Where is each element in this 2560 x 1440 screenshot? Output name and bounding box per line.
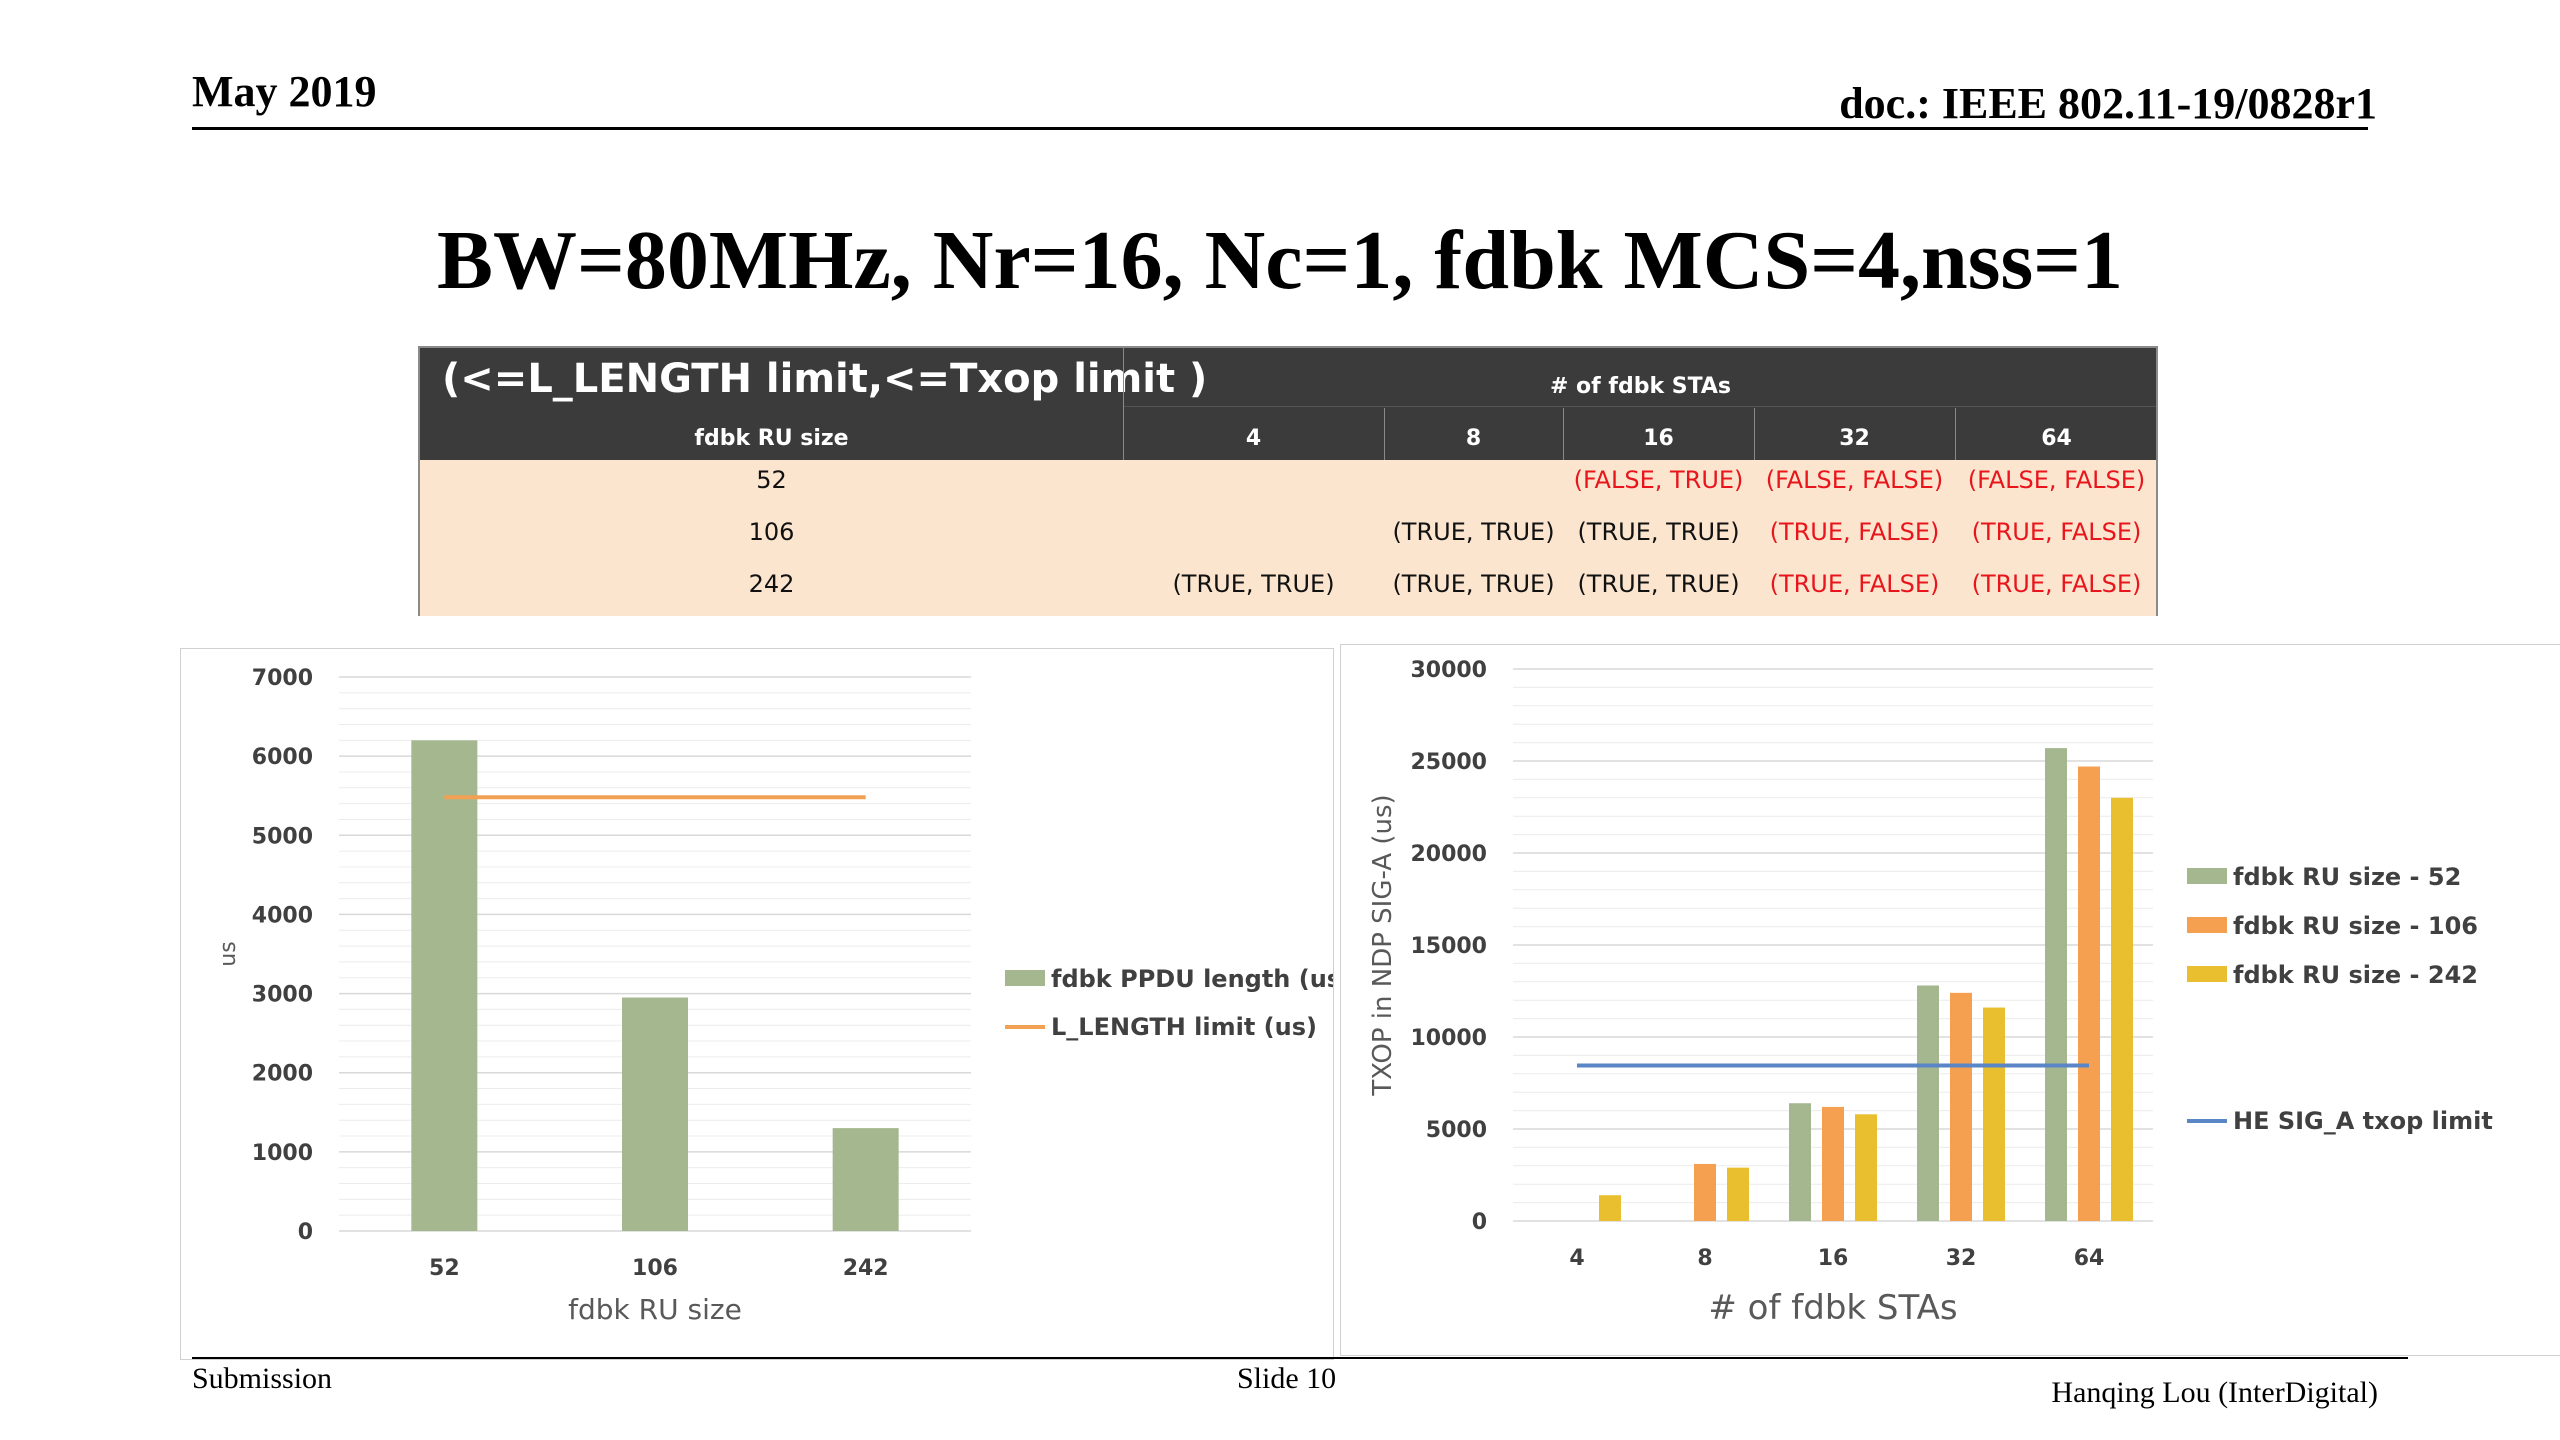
legend-label: fdbk RU size - 52 — [2233, 863, 2461, 891]
bar — [2111, 797, 2133, 1221]
chart-txop: 0 5000 10000 15000 20000 25000 30000 4 8 16 32 64 # … — [1340, 644, 2560, 1356]
table-cell: (TRUE, TRUE) — [1577, 570, 1740, 598]
footer-slide-number: Slide 10 — [1237, 1362, 1337, 1395]
legend-label: L_LENGTH limit (us) — [1051, 1013, 1317, 1041]
group-header: # of fdbk STAs — [1549, 374, 1732, 399]
legend-label: fdbk PPDU length (us) — [1051, 965, 1333, 993]
y-tick-label: 15000 — [1410, 934, 1487, 959]
table-body: 52 (FALSE, TRUE) (FALSE, FALSE) (FALSE, FAL… — [420, 460, 2156, 616]
bar — [411, 740, 478, 1231]
x-tick-label: 64 — [2074, 1246, 2105, 1271]
table-cell: (TRUE, TRUE) — [1577, 518, 1740, 546]
x-tick-label: 8 — [1697, 1246, 1712, 1271]
x-tick-label: 242 — [843, 1256, 889, 1281]
footer-submission: Submission — [192, 1362, 333, 1395]
bar — [1822, 1106, 1844, 1221]
y-tick-label: 4000 — [252, 903, 313, 928]
x-axis-title: fdbk RU size — [568, 1293, 742, 1326]
y-tick-label: 2000 — [252, 1062, 313, 1087]
bar — [1855, 1114, 1877, 1221]
y-tick-label: 25000 — [1410, 750, 1487, 775]
legend-swatch — [1005, 970, 1045, 986]
legend-label: fdbk RU size - 106 — [2233, 912, 2478, 940]
legend-label: fdbk RU size - 242 — [2233, 961, 2478, 989]
y-axis-title: TXOP in NDP SIG-A (us) — [1368, 794, 1398, 1096]
header-rule — [192, 127, 2368, 130]
footer-author: Hanqing Lou (InterDigital) — [2051, 1376, 2378, 1409]
x-tick-label: 16 — [1818, 1246, 1849, 1271]
table-cell: (FALSE, TRUE) — [1573, 466, 1744, 494]
col-header: 4 — [1245, 426, 1262, 451]
x-tick-label: 52 — [429, 1256, 460, 1281]
y-tick-label: 10000 — [1410, 1026, 1487, 1051]
slide-title: BW=80MHz, Nr=16, Nc=1, fdbk MCS=4,nss=1 — [436, 214, 2124, 307]
col-header: 32 — [1839, 426, 1870, 451]
legend-swatch — [2187, 917, 2227, 933]
chart2-svg: 0 5000 10000 15000 20000 25000 30000 4 8 16 32 64 # … — [1368, 658, 2493, 1328]
col-header: 8 — [1465, 426, 1482, 451]
table-cell: (FALSE, FALSE) — [1967, 466, 2146, 494]
table-cell: (TRUE, FALSE) — [1769, 570, 1940, 598]
bar — [832, 1128, 899, 1231]
y-tick-label: 5000 — [252, 824, 313, 849]
chart1-svg: 0 1000 2000 3000 4000 5000 6000 7000 52 106 242 fdb… — [216, 666, 1352, 1326]
x-tick-label: 32 — [1946, 1246, 1977, 1271]
results-table: (<=L_LENGTH limit,<=Txop limit ) # of fd… — [418, 346, 2158, 616]
legend-swatch — [2187, 966, 2227, 982]
row-header: fdbk RU size — [694, 426, 849, 451]
table-cell: (TRUE, TRUE) — [1392, 570, 1555, 598]
col-header: 64 — [2041, 426, 2072, 451]
table-row-ru-size: 242 — [748, 570, 795, 598]
bar — [2078, 766, 2100, 1221]
table-row-ru-size: 52 — [756, 466, 787, 494]
legend-label: HE SIG_A txop limit — [2233, 1107, 2493, 1135]
bar — [1983, 1007, 2005, 1221]
y-tick-label: 0 — [1472, 1210, 1487, 1235]
table-header: (<=L_LENGTH limit,<=Txop limit ) # of fd… — [420, 348, 2156, 460]
table-cell: (TRUE, FALSE) — [1971, 570, 2142, 598]
y-tick-label: 20000 — [1410, 842, 1487, 867]
header-date: May 2019 — [192, 67, 377, 116]
chart-ppdu-length: 0 1000 2000 3000 4000 5000 6000 7000 52 106 242 fdb… — [180, 648, 1352, 1360]
bar — [1599, 1195, 1621, 1221]
bar — [622, 997, 688, 1231]
table-cell: (TRUE, TRUE) — [1392, 518, 1555, 546]
x-tick-label: 106 — [632, 1256, 678, 1281]
table-row-ru-size: 106 — [748, 518, 795, 546]
table-cell: (TRUE, FALSE) — [1971, 518, 2142, 546]
table-cell: (FALSE, FALSE) — [1765, 466, 1944, 494]
y-tick-label: 30000 — [1410, 658, 1487, 683]
legend-swatch — [2187, 868, 2227, 884]
table-cell: (TRUE, TRUE) — [1172, 570, 1335, 598]
bar — [1694, 1163, 1716, 1221]
bar — [1727, 1167, 1749, 1221]
y-tick-label: 6000 — [252, 745, 313, 770]
y-tick-label: 3000 — [252, 983, 313, 1008]
y-axis-title: us — [216, 941, 241, 966]
x-tick-label: 4 — [1569, 1246, 1584, 1271]
y-tick-label: 5000 — [1426, 1118, 1487, 1143]
x-axis-title: # of fdbk STAs — [1708, 1288, 1957, 1328]
y-tick-label: 1000 — [252, 1141, 313, 1166]
table-caption: (<=L_LENGTH limit,<=Txop limit ) — [442, 356, 1208, 402]
y-tick-label: 0 — [298, 1220, 313, 1245]
table-cell: (TRUE, FALSE) — [1769, 518, 1940, 546]
footer-rule — [192, 1357, 2408, 1359]
y-tick-label: 7000 — [252, 666, 313, 691]
bar — [1950, 992, 1972, 1221]
bar — [1917, 985, 1939, 1221]
bar — [2045, 748, 2067, 1221]
col-header: 16 — [1643, 426, 1674, 451]
header-doc-id: doc.: IEEE 802.11-19/0828r1 — [1839, 79, 2377, 128]
bar — [1789, 1103, 1811, 1221]
